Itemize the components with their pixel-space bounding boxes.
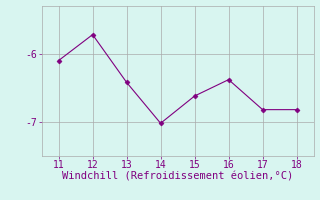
X-axis label: Windchill (Refroidissement éolien,°C): Windchill (Refroidissement éolien,°C) [62,172,293,182]
